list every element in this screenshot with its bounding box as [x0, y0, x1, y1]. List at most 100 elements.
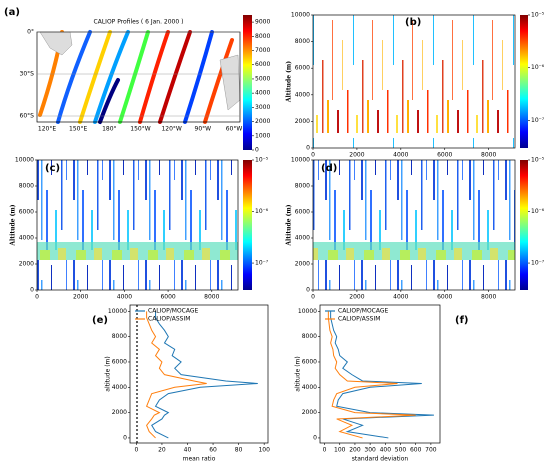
y-tick-label: 8000 [295, 183, 310, 190]
y-tick-label: 4000 [295, 91, 310, 98]
x-tick-label: 2000 [349, 294, 364, 301]
lon-label: 150°W [130, 126, 150, 133]
x-tick-label: 300 [364, 447, 376, 454]
colorbar-tick-label: 8000 [255, 33, 270, 40]
legend-label: CALIOP/ASSIM [148, 316, 190, 323]
x-tick-label: 2000 [73, 294, 88, 301]
plot-frame [129, 304, 269, 444]
y-tick-label: 0 [313, 434, 317, 441]
legend-label: CALIOP/MOCAGE [148, 308, 199, 315]
x-tick-label: 4000 [393, 152, 408, 159]
panel-label: (f) [455, 315, 469, 326]
colorbar [520, 15, 528, 148]
legend-label: CALIOP/ASSIM [338, 316, 380, 323]
x-tick-label: 100 [334, 447, 346, 454]
x-tick-label: 40 [184, 447, 192, 454]
lat-label: 0° [27, 29, 34, 36]
y-tick-label: 8000 [302, 333, 317, 340]
x-tick-label: 200 [349, 447, 361, 454]
y-tick-label: 6000 [295, 65, 310, 72]
colorbar-tick-label: 6000 [255, 61, 270, 68]
y-tick-label: 0 [123, 434, 127, 441]
colorbar [520, 160, 528, 290]
heatmap-image [313, 15, 515, 148]
panel-label: (d) [321, 163, 337, 174]
y-tick-label: 4000 [302, 384, 317, 391]
lat-label: 30°S [20, 71, 35, 78]
colorbar-tick-label: 10⁻⁷ [255, 260, 269, 267]
colorbar-tick-label: 10⁻⁵ [255, 157, 269, 164]
y-tick-label: 2000 [112, 409, 127, 416]
x-tick-label: 4000 [393, 294, 408, 301]
colorbar-tick-label: 9000 [255, 19, 270, 26]
series-line [327, 311, 416, 439]
panel-label: (c) [45, 163, 60, 174]
y-tick-label: 6000 [19, 209, 34, 216]
x-tick-label: 100 [258, 447, 270, 454]
colorbar-tick-label: 1000 [255, 132, 270, 139]
x-tick-label: 60 [209, 447, 217, 454]
heatmap-image [37, 160, 238, 290]
colorbar-tick-label: 10⁻⁵ [531, 157, 545, 164]
lon-label: 180° [102, 126, 116, 133]
x-tick-label: 6000 [160, 294, 175, 301]
colorbar-tick-label: 10⁻⁷ [531, 117, 545, 124]
colorbar [243, 160, 252, 290]
y-tick-label: 10000 [108, 308, 127, 315]
y-tick-label: 8000 [19, 183, 34, 190]
colorbar-tick-label: 0 [255, 147, 259, 154]
series-line [145, 311, 207, 439]
colorbar-tick-label: 7000 [255, 47, 270, 54]
x-tick-label: 6000 [437, 152, 452, 159]
colorbar-tick-label: 5000 [255, 75, 270, 82]
plot-frame [312, 159, 516, 291]
chart-title: CALIOP Profiles ( 6 Jan. 2000 ) [94, 19, 184, 26]
y-tick-label: 0 [306, 145, 310, 152]
series-line [151, 311, 258, 439]
legend-label: CALIOP/MOCAGE [338, 308, 389, 315]
x-tick-label: 0 [311, 294, 315, 301]
x-tick-label: 2000 [349, 152, 364, 159]
x-tick-label: 4000 [117, 294, 132, 301]
x-tick-label: 6000 [437, 294, 452, 301]
series-line [330, 311, 434, 439]
y-tick-label: 8000 [295, 38, 310, 45]
y-axis-label: Altitude (m) [286, 61, 293, 103]
lon-label: 120°W [161, 126, 181, 133]
plot-frame [36, 159, 239, 291]
x-tick-label: 600 [410, 447, 422, 454]
x-axis-label: mean ratio [183, 456, 216, 463]
panel-label: (e) [92, 315, 108, 326]
y-tick-label: 2000 [19, 261, 34, 268]
x-tick-label: 700 [425, 447, 437, 454]
colorbar-tick-label: 10⁻⁵ [531, 12, 545, 19]
y-axis-label: Altitude (m) [286, 204, 293, 246]
y-tick-label: 6000 [112, 358, 127, 365]
y-tick-label: 10000 [291, 157, 310, 164]
y-tick-label: 2000 [302, 409, 317, 416]
lon-label: 150°E [69, 126, 87, 133]
plot-frame [312, 14, 516, 149]
lon-label: 90°W [195, 126, 212, 133]
colorbar [243, 15, 252, 150]
map-tracks [38, 30, 234, 124]
x-tick-label: 8000 [204, 294, 219, 301]
lat-label: 60°S [20, 113, 35, 120]
y-axis-label: altitude (m) [295, 356, 302, 391]
panel-label: (a) [4, 7, 20, 18]
plot-frame [319, 304, 441, 444]
y-tick-label: 4000 [295, 235, 310, 242]
colorbar-tick-label: 10⁻⁶ [255, 208, 269, 215]
x-tick-label: 0 [35, 294, 39, 301]
colorbar-tick-label: 10⁻⁷ [531, 260, 545, 267]
y-tick-label: 10000 [291, 12, 310, 19]
colorbar-tick-label: 4000 [255, 90, 270, 97]
y-axis-label: altitude (m) [105, 356, 112, 391]
x-axis-label: standard deviation [352, 456, 409, 463]
x-tick-label: 8000 [481, 152, 496, 159]
colorbar-tick-label: 2000 [255, 118, 270, 125]
colorbar-tick-label: 10⁻⁶ [531, 64, 545, 71]
panel-label: (b) [405, 17, 421, 28]
x-tick-label: 400 [380, 447, 392, 454]
